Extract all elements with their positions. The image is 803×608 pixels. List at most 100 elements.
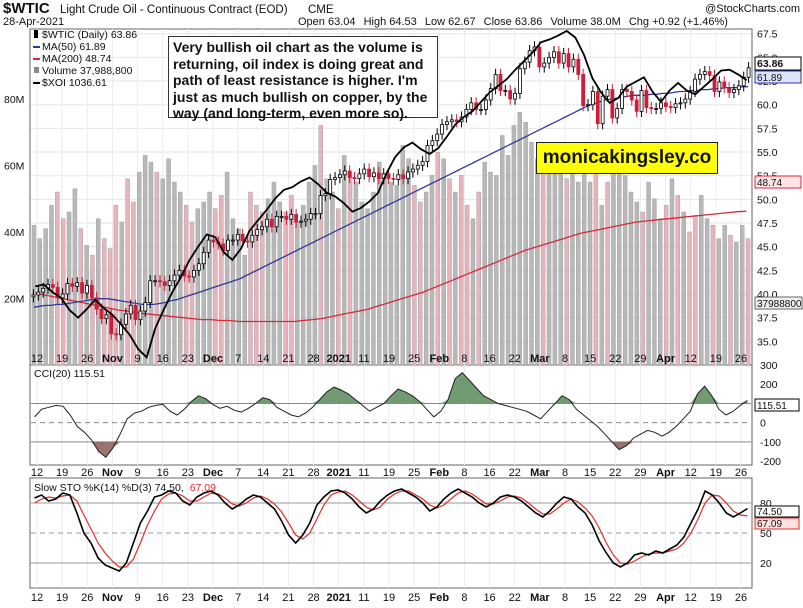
candle-body (508, 90, 513, 100)
candle-body (167, 280, 172, 286)
x-tick-label: 14 (257, 467, 269, 479)
candle-body (649, 107, 654, 109)
volume-bar (300, 205, 306, 366)
candle-body (109, 314, 114, 335)
volume-bar (119, 221, 124, 366)
volume-tick-label: 20M (4, 293, 24, 305)
volume-bar (318, 125, 323, 366)
volume-bar (523, 121, 528, 366)
cci-tick-label: 0 (760, 418, 766, 430)
candle-body (625, 89, 629, 92)
candle-body (600, 95, 605, 125)
candle-body (435, 133, 440, 142)
volume-bar (699, 195, 704, 366)
legend-item-ma200: MA(200) 48.74 (33, 53, 112, 65)
volume-bar (540, 145, 546, 366)
volume-bar (330, 191, 335, 366)
x-tick-label: 16 (483, 592, 495, 604)
candle-body (386, 173, 391, 179)
volume-bar (599, 205, 604, 366)
candle-body (313, 213, 318, 215)
volume-bar-icon (34, 67, 39, 73)
x-tick-label: Apr (656, 353, 676, 365)
site-label: monicakingsley.co (536, 142, 718, 174)
x-tick-label: 19 (56, 467, 68, 479)
x-tick-label: 14 (257, 592, 269, 604)
volume-bar (219, 195, 224, 366)
price-tick-label: 42.5 (757, 265, 778, 277)
xoi-line (35, 29, 748, 360)
x-tick-label: 25 (408, 467, 420, 479)
volume-bar (107, 248, 113, 366)
candle-body (172, 274, 177, 282)
volume-bar (365, 208, 370, 366)
candle-body (717, 81, 722, 92)
volume-bar (55, 191, 60, 366)
price-tick-label: 60.0 (757, 100, 778, 112)
candle-body (148, 280, 153, 303)
candle-body (736, 85, 741, 90)
x-tick-label: 8 (562, 467, 568, 479)
cci-tick-label: -100 (760, 437, 781, 449)
x-tick-label: 22 (609, 353, 621, 365)
x-tick-label: 23 (182, 353, 194, 365)
candle-body (235, 233, 240, 241)
volume-bar (84, 245, 89, 366)
volume-bar (558, 148, 563, 366)
volume-bar (400, 145, 405, 366)
x-tick-label: 19 (710, 592, 722, 604)
volume-bar (236, 228, 242, 366)
volume-bar (505, 155, 511, 366)
candle-body (702, 71, 707, 75)
candle-body (260, 226, 264, 231)
price-tick-label: 47.5 (757, 218, 778, 230)
candle-body (391, 178, 396, 180)
x-tick-label: 26 (81, 592, 93, 604)
ma200-series (35, 210, 747, 323)
x-tick-label: 29 (634, 592, 646, 604)
sto-d-line (34, 490, 748, 568)
volume-bar (166, 158, 171, 366)
candle-body (265, 218, 269, 228)
volume-bar (43, 228, 48, 366)
candle-body (449, 119, 454, 123)
candle-body (362, 168, 367, 175)
price-tick-label: 57.5 (757, 123, 778, 135)
x-tick-label: 8 (461, 592, 467, 604)
price-tick-label: 50.0 (757, 194, 778, 206)
volume-bar (476, 191, 482, 366)
candle-body (693, 78, 697, 92)
candle-body (712, 74, 717, 92)
volume-bar (687, 231, 692, 366)
candle-body (192, 269, 196, 278)
candle-body (663, 102, 668, 108)
candle-body (201, 251, 206, 265)
x-tick-label: 11 (358, 592, 369, 604)
candle-body (240, 233, 245, 242)
candle-body (323, 193, 328, 196)
candle-body (294, 214, 299, 223)
volume-bar (517, 111, 522, 366)
volume-bar (207, 191, 212, 366)
x-tick-label: 19 (710, 467, 722, 479)
candle-body (668, 106, 673, 109)
ma50-line (33, 86, 749, 308)
volume-bar (646, 181, 651, 366)
cci-tick-label: 300 (760, 360, 778, 372)
price-badge-ma50 (754, 70, 802, 84)
x-tick-label: 28 (307, 467, 319, 479)
volume-bar (289, 195, 294, 366)
sto-panel-frame (29, 477, 753, 589)
volume-bar (447, 178, 452, 366)
candle-body (123, 313, 128, 325)
candle-body (269, 218, 274, 228)
volume-bar (564, 178, 569, 366)
x-tick-label: 11 (358, 467, 369, 479)
candle-body (162, 281, 167, 286)
volume-bar (663, 205, 669, 366)
x-tick-label: 22 (509, 353, 521, 365)
svg-text:61.89: 61.89 (757, 73, 782, 84)
volume-bar (634, 201, 640, 366)
candle-body (698, 74, 702, 80)
volume-bar (441, 158, 446, 366)
